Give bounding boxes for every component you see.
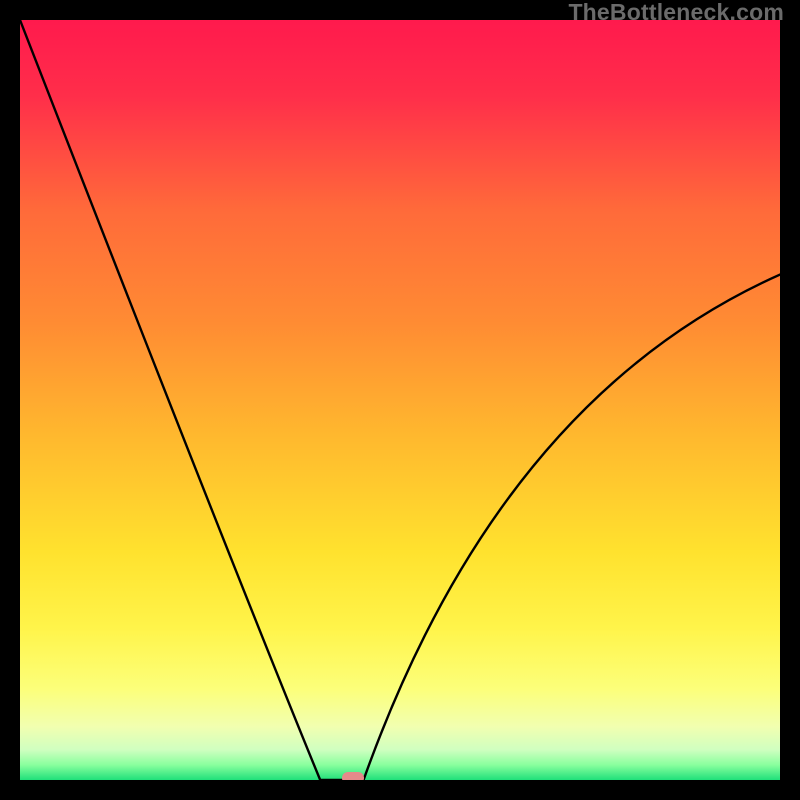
plot-area: [20, 20, 780, 780]
watermark-text: TheBottleneck.com: [568, 0, 784, 26]
valley-marker: [342, 772, 364, 780]
curve-path: [20, 20, 780, 780]
bottleneck-curve: [20, 20, 780, 780]
